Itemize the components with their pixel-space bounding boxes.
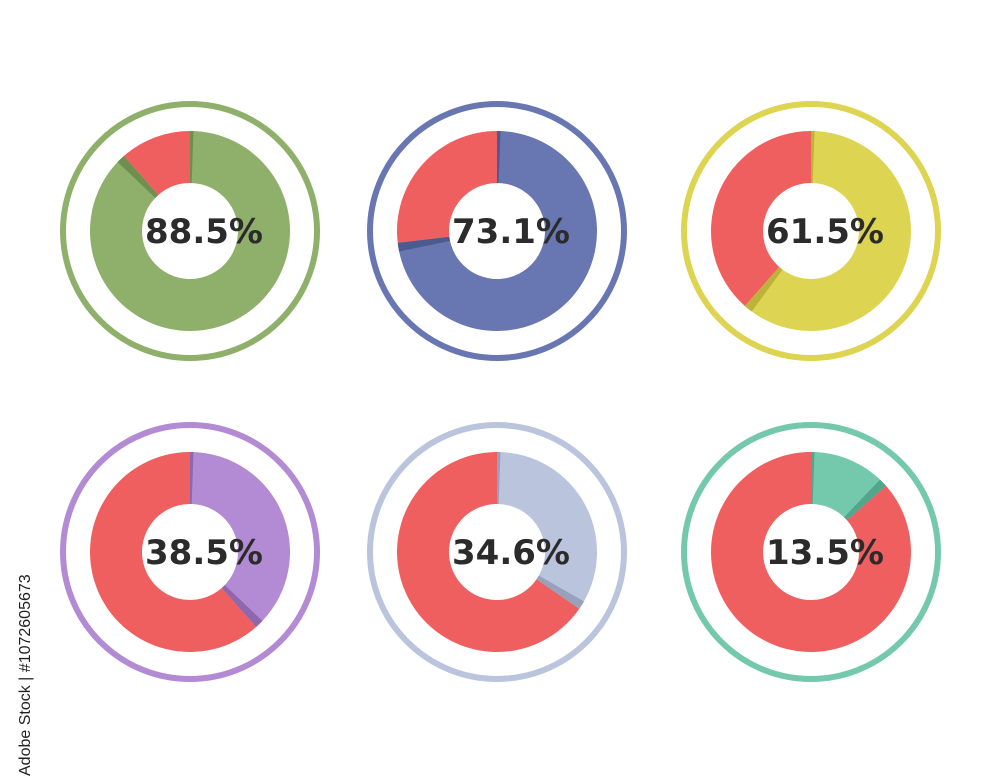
donut-chart-6: 13.5%: [681, 422, 941, 682]
donut-slice-start-edge: [190, 452, 194, 505]
donut-chart-1: 88.5%: [60, 101, 320, 361]
donut-slice-edge: [844, 479, 887, 521]
donut-percent-label: 13.5%: [766, 533, 884, 573]
donut-slice-rest: [123, 131, 190, 195]
donut-chart-3: 61.5%: [681, 101, 941, 361]
donut-chart-4: 38.5%: [60, 422, 320, 682]
donut-slice-start-edge: [811, 131, 815, 184]
donut-slice-start-edge: [497, 452, 501, 505]
donut-slice-start-edge: [497, 131, 501, 184]
donut-slice-edge: [397, 236, 451, 252]
donut-outer-ring: [60, 422, 320, 682]
donut-slice-edge: [117, 155, 159, 198]
donut-slice-main: [811, 452, 887, 521]
donut-slice-rest: [711, 131, 811, 307]
donut-slice-main: [497, 452, 597, 609]
donut-slice-start-edge: [811, 452, 815, 505]
watermark-separator: |: [17, 672, 34, 681]
donut-slice-edge: [536, 575, 584, 609]
donut-percent-label: 73.1%: [452, 212, 570, 252]
donut-chart-2: 73.1%: [367, 101, 627, 361]
donut-outer-ring: [681, 101, 941, 361]
donut-slice-rest: [90, 452, 257, 652]
donut-slice-rest: [397, 131, 497, 243]
donut-slice-main: [190, 452, 290, 628]
donut-outer-ring: [367, 101, 627, 361]
donut-slice-start-edge: [190, 131, 194, 184]
watermark-text: Adobe Stock | #1072605673: [17, 574, 34, 776]
donut-outer-ring: [367, 422, 627, 682]
donut-outer-ring: [681, 422, 941, 682]
donut-slice-rest: [396, 452, 580, 652]
donut-percent-label: 38.5%: [145, 533, 263, 573]
donut-percent-label: 34.6%: [452, 533, 570, 573]
donut-slice-main: [397, 131, 598, 332]
donut-slice-rest: [711, 452, 912, 652]
donut-chart-5: 34.6%: [367, 422, 627, 682]
donut-percent-label: 88.5%: [145, 212, 263, 252]
stock-watermark: Adobe Stock | #1072605673: [17, 574, 34, 776]
donut-slice-edge: [221, 585, 263, 628]
donut-slice-edge: [744, 267, 783, 312]
watermark-id: #1072605673: [17, 574, 34, 672]
donut-slice-main: [744, 131, 911, 331]
donut-outer-ring: [60, 101, 320, 361]
donut-percent-label: 61.5%: [766, 212, 884, 252]
watermark-brand: Adobe Stock: [17, 684, 34, 776]
